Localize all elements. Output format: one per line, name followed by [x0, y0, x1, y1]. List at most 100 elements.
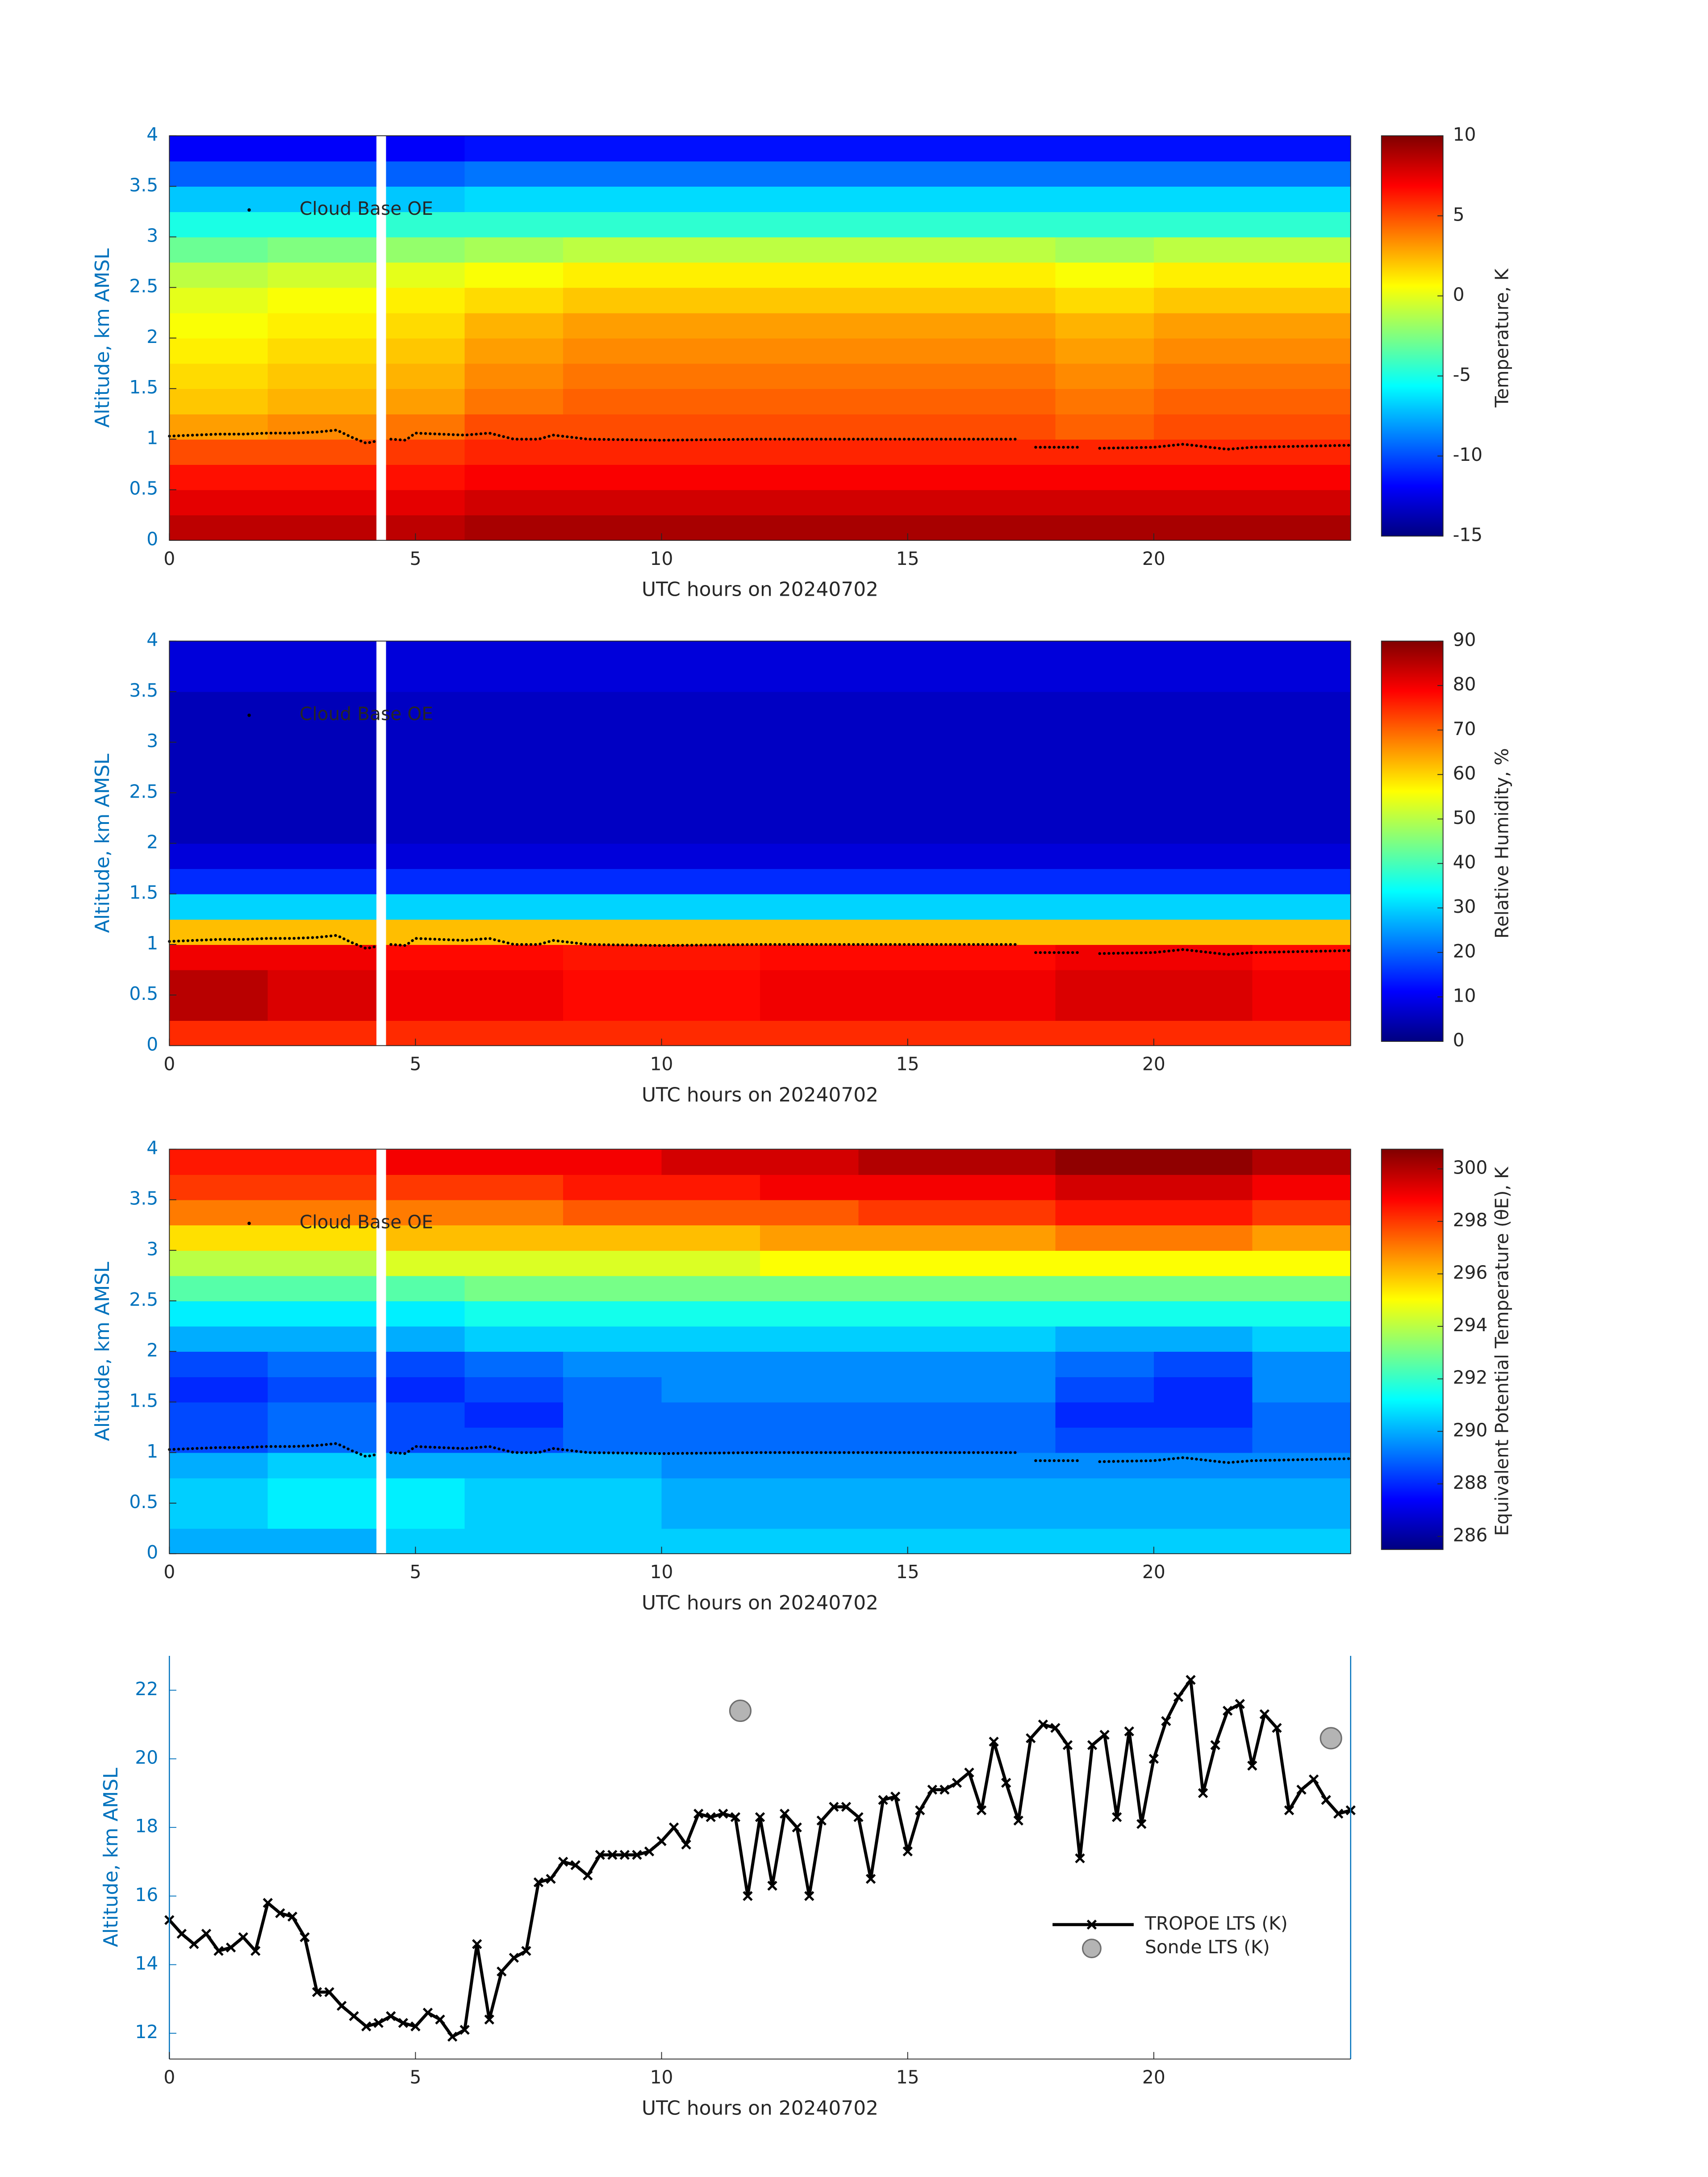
- heat-cell: [1055, 262, 1154, 288]
- heat-cell: [1055, 742, 1154, 768]
- colorbar-tick-label: 288: [1453, 1472, 1488, 1493]
- heat-cell: [563, 1478, 662, 1504]
- heat-cell: [1252, 793, 1351, 819]
- heat-cell: [1252, 338, 1351, 364]
- y-tick-label: 3.5: [129, 1188, 158, 1209]
- heat-cell: [858, 843, 957, 869]
- heat-cell: [858, 1376, 957, 1403]
- colorbar-tick-label: 30: [1453, 896, 1476, 917]
- x-marker: [779, 1809, 790, 1819]
- heat-cell: [956, 1326, 1056, 1352]
- heat-cell: [956, 136, 1056, 162]
- heat-cell: [661, 767, 760, 794]
- heat-cell: [563, 313, 662, 338]
- x-marker: [890, 1791, 901, 1802]
- legend-marker: [247, 208, 251, 212]
- panel: TROPOE LTS (K)Sonde LTS (K): [164, 1675, 1356, 2042]
- x-marker: [583, 1870, 593, 1880]
- heat-cell: [169, 919, 268, 945]
- x-marker: [336, 2001, 347, 2011]
- heat-cell: [386, 919, 465, 945]
- heat-cell: [858, 136, 957, 162]
- x-marker: [718, 1809, 728, 1819]
- heat-cell: [661, 186, 760, 212]
- heat-cell: [858, 389, 957, 414]
- heat-cell: [563, 186, 662, 212]
- heat-cell: [1252, 1402, 1351, 1428]
- x-marker: [792, 1822, 802, 1833]
- y-tick-label: 20: [135, 1747, 158, 1768]
- x-marker: [176, 1929, 187, 1939]
- heat-cell: [1252, 843, 1351, 869]
- heat-cell: [464, 439, 564, 465]
- heat-cell: [563, 793, 662, 819]
- cloud-base-line: [168, 934, 1352, 956]
- heat-cell: [760, 995, 859, 1021]
- x-tick-label: 5: [409, 2067, 421, 2088]
- heat-cell: [858, 995, 957, 1021]
- heat-cell: [267, 389, 377, 414]
- heat-cell: [956, 1478, 1056, 1504]
- heat-cell: [1252, 1351, 1351, 1377]
- heat-cell: [760, 1452, 859, 1479]
- heat-cell: [760, 186, 859, 212]
- heat-cell: [1055, 414, 1154, 440]
- heat-cell: [169, 1503, 268, 1529]
- heat-cell: [956, 1301, 1056, 1327]
- heat-cell: [169, 1427, 268, 1453]
- colorbar: [1381, 1149, 1444, 1550]
- heat-cell: [1153, 389, 1253, 414]
- legend-marker: [1086, 1919, 1097, 1930]
- heat-cell: [464, 818, 564, 844]
- heat-cell: [760, 1225, 859, 1251]
- heat-cell: [169, 666, 268, 692]
- x-marker: [251, 1946, 261, 1956]
- heat-cell: [563, 869, 662, 894]
- x-marker: [300, 1932, 310, 1943]
- heat-cell: [563, 1351, 662, 1377]
- heat-cell: [464, 515, 564, 541]
- heat-cell: [267, 1351, 377, 1377]
- heat-cell: [858, 894, 957, 920]
- heat-cell: [661, 1452, 760, 1479]
- colorbar-tick-label: 10: [1453, 124, 1476, 145]
- heat-cell: [1153, 767, 1253, 794]
- x-marker: [927, 1784, 937, 1795]
- heat-cell: [760, 1326, 859, 1352]
- heat-cell: [386, 1020, 465, 1046]
- heat-cell: [386, 161, 465, 187]
- heat-cell: [464, 641, 564, 667]
- heat-cell: [1252, 894, 1351, 920]
- heat-cell: [661, 464, 760, 490]
- heat-cell: [563, 1402, 662, 1428]
- heat-cell: [267, 666, 377, 692]
- heat-cell: [563, 439, 662, 465]
- y-tick-label: 4: [146, 1137, 158, 1158]
- heat-cell: [1252, 1199, 1351, 1226]
- heat-cell: [858, 717, 957, 743]
- heat-cell: [169, 767, 268, 794]
- heat-cell: [858, 1301, 957, 1327]
- x-marker: [607, 1850, 618, 1860]
- colorbar-tick-label: 90: [1453, 629, 1476, 651]
- legend-marker: [247, 713, 251, 717]
- heat-cell: [858, 1503, 957, 1529]
- heat-cell: [169, 1376, 268, 1403]
- y-tick-label: 22: [135, 1678, 158, 1700]
- heat-cell: [1252, 363, 1351, 389]
- heat-cell: [169, 1174, 268, 1200]
- heat-cell: [956, 1199, 1056, 1226]
- heat-cell: [267, 1275, 377, 1302]
- heat-cell: [956, 389, 1056, 414]
- heat-cell: [956, 1174, 1056, 1200]
- heat-cell: [267, 414, 377, 440]
- heat-cell: [1153, 161, 1253, 187]
- x-marker: [989, 1736, 999, 1747]
- heat-cell: [267, 237, 377, 263]
- heat-cell: [1252, 1528, 1351, 1554]
- heat-cell: [1153, 313, 1253, 338]
- heat-cell: [1252, 1225, 1351, 1251]
- heat-cell: [661, 995, 760, 1021]
- heat-cell: [1252, 313, 1351, 338]
- heat-cell: [661, 211, 760, 238]
